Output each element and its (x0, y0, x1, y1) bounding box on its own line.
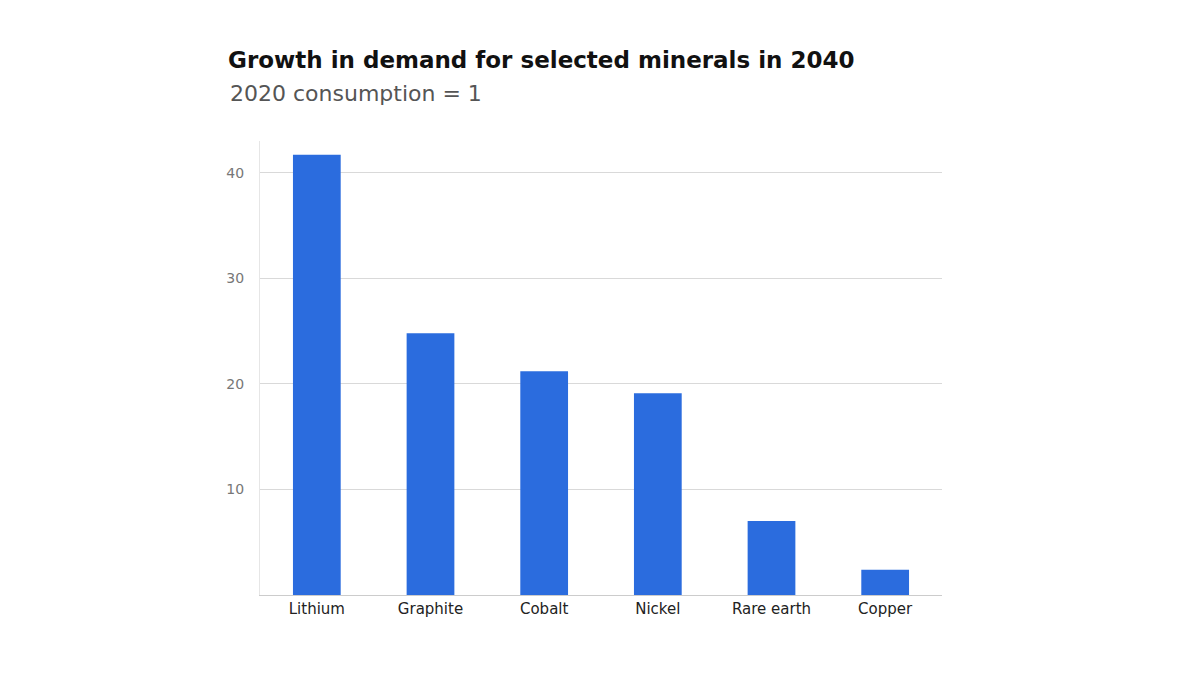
svg-text:Rare earth: Rare earth (732, 600, 811, 618)
svg-text:2020 consumption = 1: 2020 consumption = 1 (230, 81, 482, 106)
svg-text:Lithium: Lithium (289, 600, 345, 618)
svg-text:Nickel: Nickel (635, 600, 680, 618)
svg-text:Cobalt: Cobalt (520, 600, 569, 618)
svg-text:30: 30 (226, 270, 244, 286)
svg-text:Copper: Copper (858, 600, 913, 618)
svg-text:Graphite: Graphite (398, 600, 463, 618)
svg-text:Growth in demand for selected: Growth in demand for selected minerals i… (228, 47, 854, 73)
svg-text:40: 40 (226, 165, 244, 181)
svg-text:10: 10 (226, 481, 244, 497)
svg-text:20: 20 (226, 376, 244, 392)
